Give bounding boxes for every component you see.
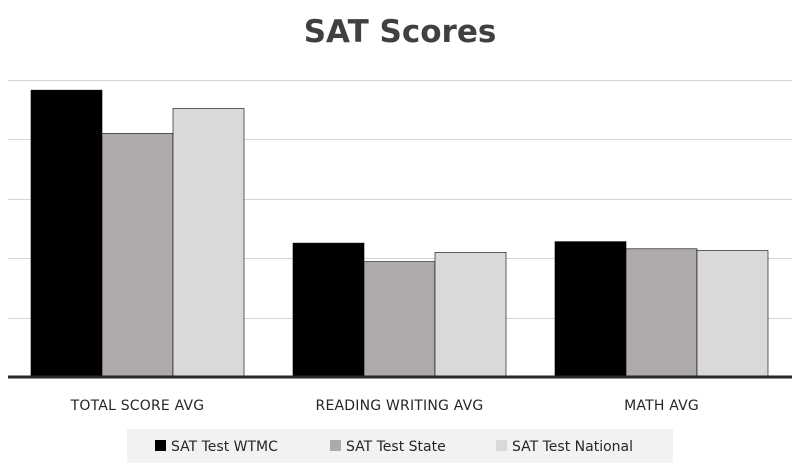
bars [30,89,769,378]
bar-reading-writing-series-1 [292,242,365,378]
legend-label-series-2: SAT Test State [346,439,446,455]
category-label-reading-writing: READING WRITING AVG [316,398,484,414]
bar-reading-writing-series-2 [363,261,436,378]
bar-total-score-series-2 [101,133,174,378]
legend-label-series-3: SAT Test National [512,439,633,455]
chart-title: SAT Scores [304,14,497,50]
legend-label-series-1: SAT Test WTMC [171,439,278,455]
legend-swatch-series-3 [496,440,507,451]
legend: SAT Test WTMC SAT Test State SAT Test Nati… [127,429,673,463]
bar-total-score-series-3 [172,108,245,378]
bar-math-series-3 [696,250,769,378]
bar-math-series-1 [554,241,627,378]
bar-total-score-series-1 [30,89,103,378]
bar-reading-writing-series-3 [434,251,507,378]
legend-swatch-series-2 [330,440,341,451]
legend-swatch-series-1 [155,440,166,451]
bar-math-series-2 [625,248,698,378]
category-label-total-score: TOTAL SCORE AVG [70,398,205,414]
category-label-math: MATH AVG [624,398,699,414]
legend-background [127,429,673,463]
category-labels: TOTAL SCORE AVG READING WRITING AVG MATH A… [70,398,699,414]
